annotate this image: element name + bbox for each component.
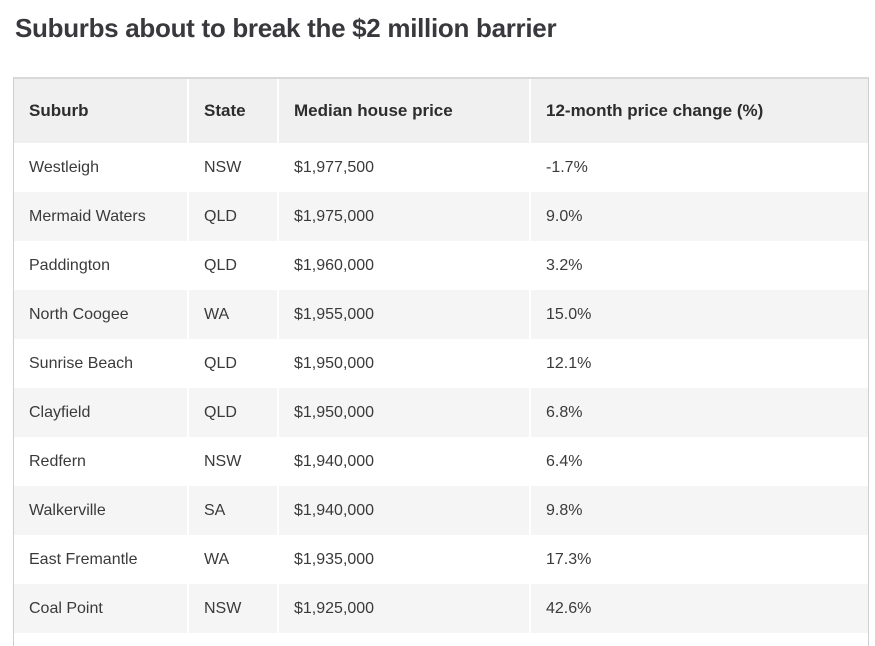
cell-state: QLD [187,388,278,437]
table-row: Mermaid Waters QLD $1,975,000 9.0% [14,192,868,241]
cell-suburb: North Coogee [14,290,188,339]
table-row: East Fremantle WA $1,935,000 17.3% [14,535,868,584]
cell-suburb: Coal Point [14,584,188,633]
cell-price-change: 9.0% [529,192,868,241]
page-title: Suburbs about to break the $2 million ba… [15,13,557,43]
cell-price-change: -1.7% [529,143,868,192]
cell-state: WA [187,535,278,584]
cell-state: NSW [187,584,278,633]
cell-median-house-price: $1,940,000 [277,486,530,535]
cell-state: NSW [187,143,278,192]
cell-median-house-price: $1,950,000 [277,339,530,388]
column-header-state: State [187,79,278,143]
cell-median-house-price: $1,950,000 [277,388,530,437]
cell-suburb: East Fremantle [14,535,188,584]
table-body: Westleigh NSW $1,977,500 -1.7% Mermaid Water… [14,143,868,646]
cell-price-change: 6.4% [529,437,868,486]
cell-price-change: 17.3% [529,535,868,584]
table-row-partial [14,633,868,646]
cell-price-change: 6.8% [529,388,868,437]
column-header-median-house-price: Median house price [277,79,530,143]
cell-median-house-price: $1,935,000 [277,535,530,584]
cell-median-house-price: $1,960,000 [277,241,530,290]
cell-state: QLD [187,339,278,388]
cell-median-house-price: $1,975,000 [277,192,530,241]
cell-median-house-price: $1,977,500 [277,143,530,192]
table-row: Paddington QLD $1,960,000 3.2% [14,241,868,290]
cell-state: SA [187,486,278,535]
cell-suburb: Westleigh [14,143,188,192]
table-row: Clayfield QLD $1,950,000 6.8% [14,388,868,437]
cell-state: WA [187,290,278,339]
suburbs-table-container: Suburb State Median house price 12-month… [13,77,869,646]
table-row: Coal Point NSW $1,925,000 42.6% [14,584,868,633]
table-row: North Coogee WA $1,955,000 15.0% [14,290,868,339]
suburbs-table: Suburb State Median house price 12-month… [14,79,868,646]
cell-state: QLD [187,192,278,241]
cell-suburb: Mermaid Waters [14,192,188,241]
cell-state: QLD [187,241,278,290]
table-row: Westleigh NSW $1,977,500 -1.7% [14,143,868,192]
cell-price-change: 42.6% [529,584,868,633]
cell-empty [14,633,868,646]
cell-median-house-price: $1,925,000 [277,584,530,633]
cell-median-house-price: $1,940,000 [277,437,530,486]
table-row: Walkerville SA $1,940,000 9.8% [14,486,868,535]
table-header-row: Suburb State Median house price 12-month… [14,79,868,143]
cell-median-house-price: $1,955,000 [277,290,530,339]
column-header-suburb: Suburb [14,79,188,143]
cell-price-change: 3.2% [529,241,868,290]
cell-suburb: Paddington [14,241,188,290]
table-row: Redfern NSW $1,940,000 6.4% [14,437,868,486]
cell-suburb: Redfern [14,437,188,486]
cell-state: NSW [187,437,278,486]
cell-suburb: Clayfield [14,388,188,437]
column-header-price-change: 12-month price change (%) [529,79,868,143]
cell-price-change: 15.0% [529,290,868,339]
cell-suburb: Sunrise Beach [14,339,188,388]
cell-price-change: 9.8% [529,486,868,535]
cell-suburb: Walkerville [14,486,188,535]
table-row: Sunrise Beach QLD $1,950,000 12.1% [14,339,868,388]
cell-price-change: 12.1% [529,339,868,388]
